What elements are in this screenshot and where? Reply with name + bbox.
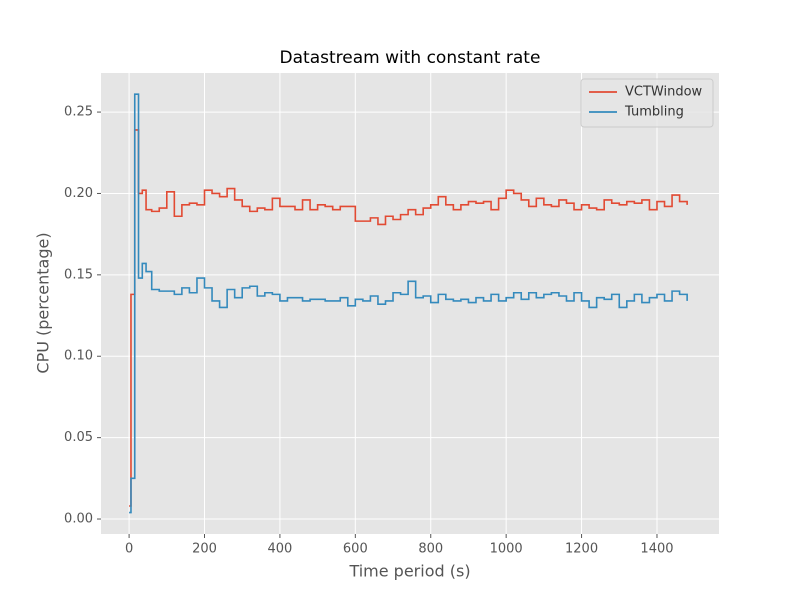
y-tick-label: 0.00 bbox=[64, 512, 93, 527]
grid bbox=[101, 73, 719, 534]
x-tick-label: 1200 bbox=[565, 542, 598, 557]
x-tick-label: 600 bbox=[343, 542, 368, 557]
series-line bbox=[129, 93, 688, 514]
legend-label: VCTWindow bbox=[625, 85, 703, 100]
legend: VCTWindow Tumbling bbox=[580, 78, 714, 128]
legend-box bbox=[580, 78, 714, 128]
y-tick-label: 0.20 bbox=[64, 186, 93, 201]
lines bbox=[129, 93, 688, 514]
x-tick-label: 1000 bbox=[490, 542, 523, 557]
y-tick-label: 0.15 bbox=[64, 267, 93, 282]
y-tick-label: 0.05 bbox=[64, 430, 93, 445]
x-axis-label: Time period (s) bbox=[348, 562, 470, 581]
y-tick-label: 0.10 bbox=[64, 349, 93, 364]
x-tick-label: 200 bbox=[192, 542, 217, 557]
y-axis-label: CPU (percentage) bbox=[34, 232, 53, 373]
plot-area bbox=[101, 73, 719, 534]
series-line bbox=[129, 129, 688, 507]
x-tick-label: 400 bbox=[268, 542, 293, 557]
y-tick-label: 0.25 bbox=[64, 105, 93, 120]
x-tick-label: 0 bbox=[125, 542, 133, 557]
x-tick-label: 800 bbox=[418, 542, 443, 557]
legend-label: Tumbling bbox=[624, 105, 684, 120]
chart-title: Datastream with constant rate bbox=[280, 48, 541, 68]
x-tick-label: 1400 bbox=[640, 542, 673, 557]
